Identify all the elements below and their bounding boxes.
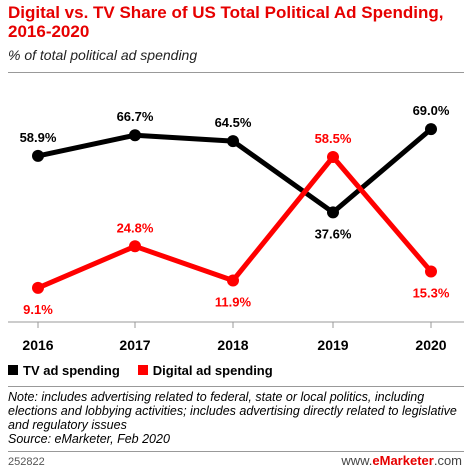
data-point-tv	[227, 135, 239, 148]
data-point-digital	[327, 150, 339, 163]
legend-item-tv: TV ad spending	[8, 363, 120, 378]
chart-note: Note: includes advertising related to fe…	[8, 390, 464, 446]
footer-divider	[8, 451, 464, 452]
top-divider	[8, 72, 464, 73]
data-point-tv	[32, 149, 44, 162]
legend-swatch-digital	[137, 365, 148, 375]
data-point-digital	[32, 281, 44, 294]
data-label-digital: 24.8%	[117, 220, 154, 235]
brand-logo: www.eMarketer.com	[341, 453, 462, 468]
x-tick-label: 2018	[217, 337, 248, 353]
data-label-tv: 69.0%	[413, 103, 450, 118]
x-tick-label: 2016	[22, 337, 53, 353]
brand-prefix: www.	[341, 453, 373, 468]
legend-swatch-tv	[8, 365, 18, 375]
data-label-tv: 37.6%	[315, 226, 352, 241]
data-label-digital: 11.9%	[215, 294, 252, 309]
data-point-tv	[129, 129, 141, 142]
note-text: Note: includes advertising related to fe…	[8, 390, 457, 432]
chart-title: Digital vs. TV Share of US Total Politic…	[8, 3, 444, 41]
data-label-digital: 15.3%	[413, 285, 450, 300]
legend-label-digital: Digital ad spending	[152, 362, 273, 378]
line-chart: 2016 2017 2018 2019 2020 58.9% 66.7% 64.5% 37.6%…	[8, 103, 464, 353]
data-point-digital	[425, 265, 437, 278]
brand-suffix: .com	[433, 453, 462, 468]
data-point-digital	[129, 240, 141, 253]
data-point-tv	[425, 123, 437, 136]
x-tick-label: 2019	[317, 337, 348, 353]
legend: TV ad spending Digital ad spending	[8, 362, 291, 378]
chart-subtitle: % of total political ad spending	[8, 47, 198, 63]
x-tick-label: 2017	[119, 337, 150, 353]
data-label-digital: 58.5%	[315, 131, 352, 146]
data-label-tv: 64.5%	[215, 115, 252, 130]
source-text: Source: eMarketer, Feb 2020	[8, 432, 170, 446]
brand-name: eMarketer	[372, 453, 434, 468]
data-label-tv: 58.9%	[20, 130, 57, 145]
data-label-tv: 66.7%	[117, 109, 154, 124]
data-point-tv	[327, 206, 339, 219]
note-divider	[8, 386, 464, 387]
chart-id: 252822	[8, 456, 45, 468]
data-point-digital	[227, 274, 239, 287]
data-label-digital: 9.1%	[23, 302, 53, 317]
legend-label-tv: TV ad spending	[23, 362, 120, 378]
legend-item-digital: Digital ad spending	[137, 362, 273, 378]
x-tick-label: 2020	[415, 337, 446, 353]
